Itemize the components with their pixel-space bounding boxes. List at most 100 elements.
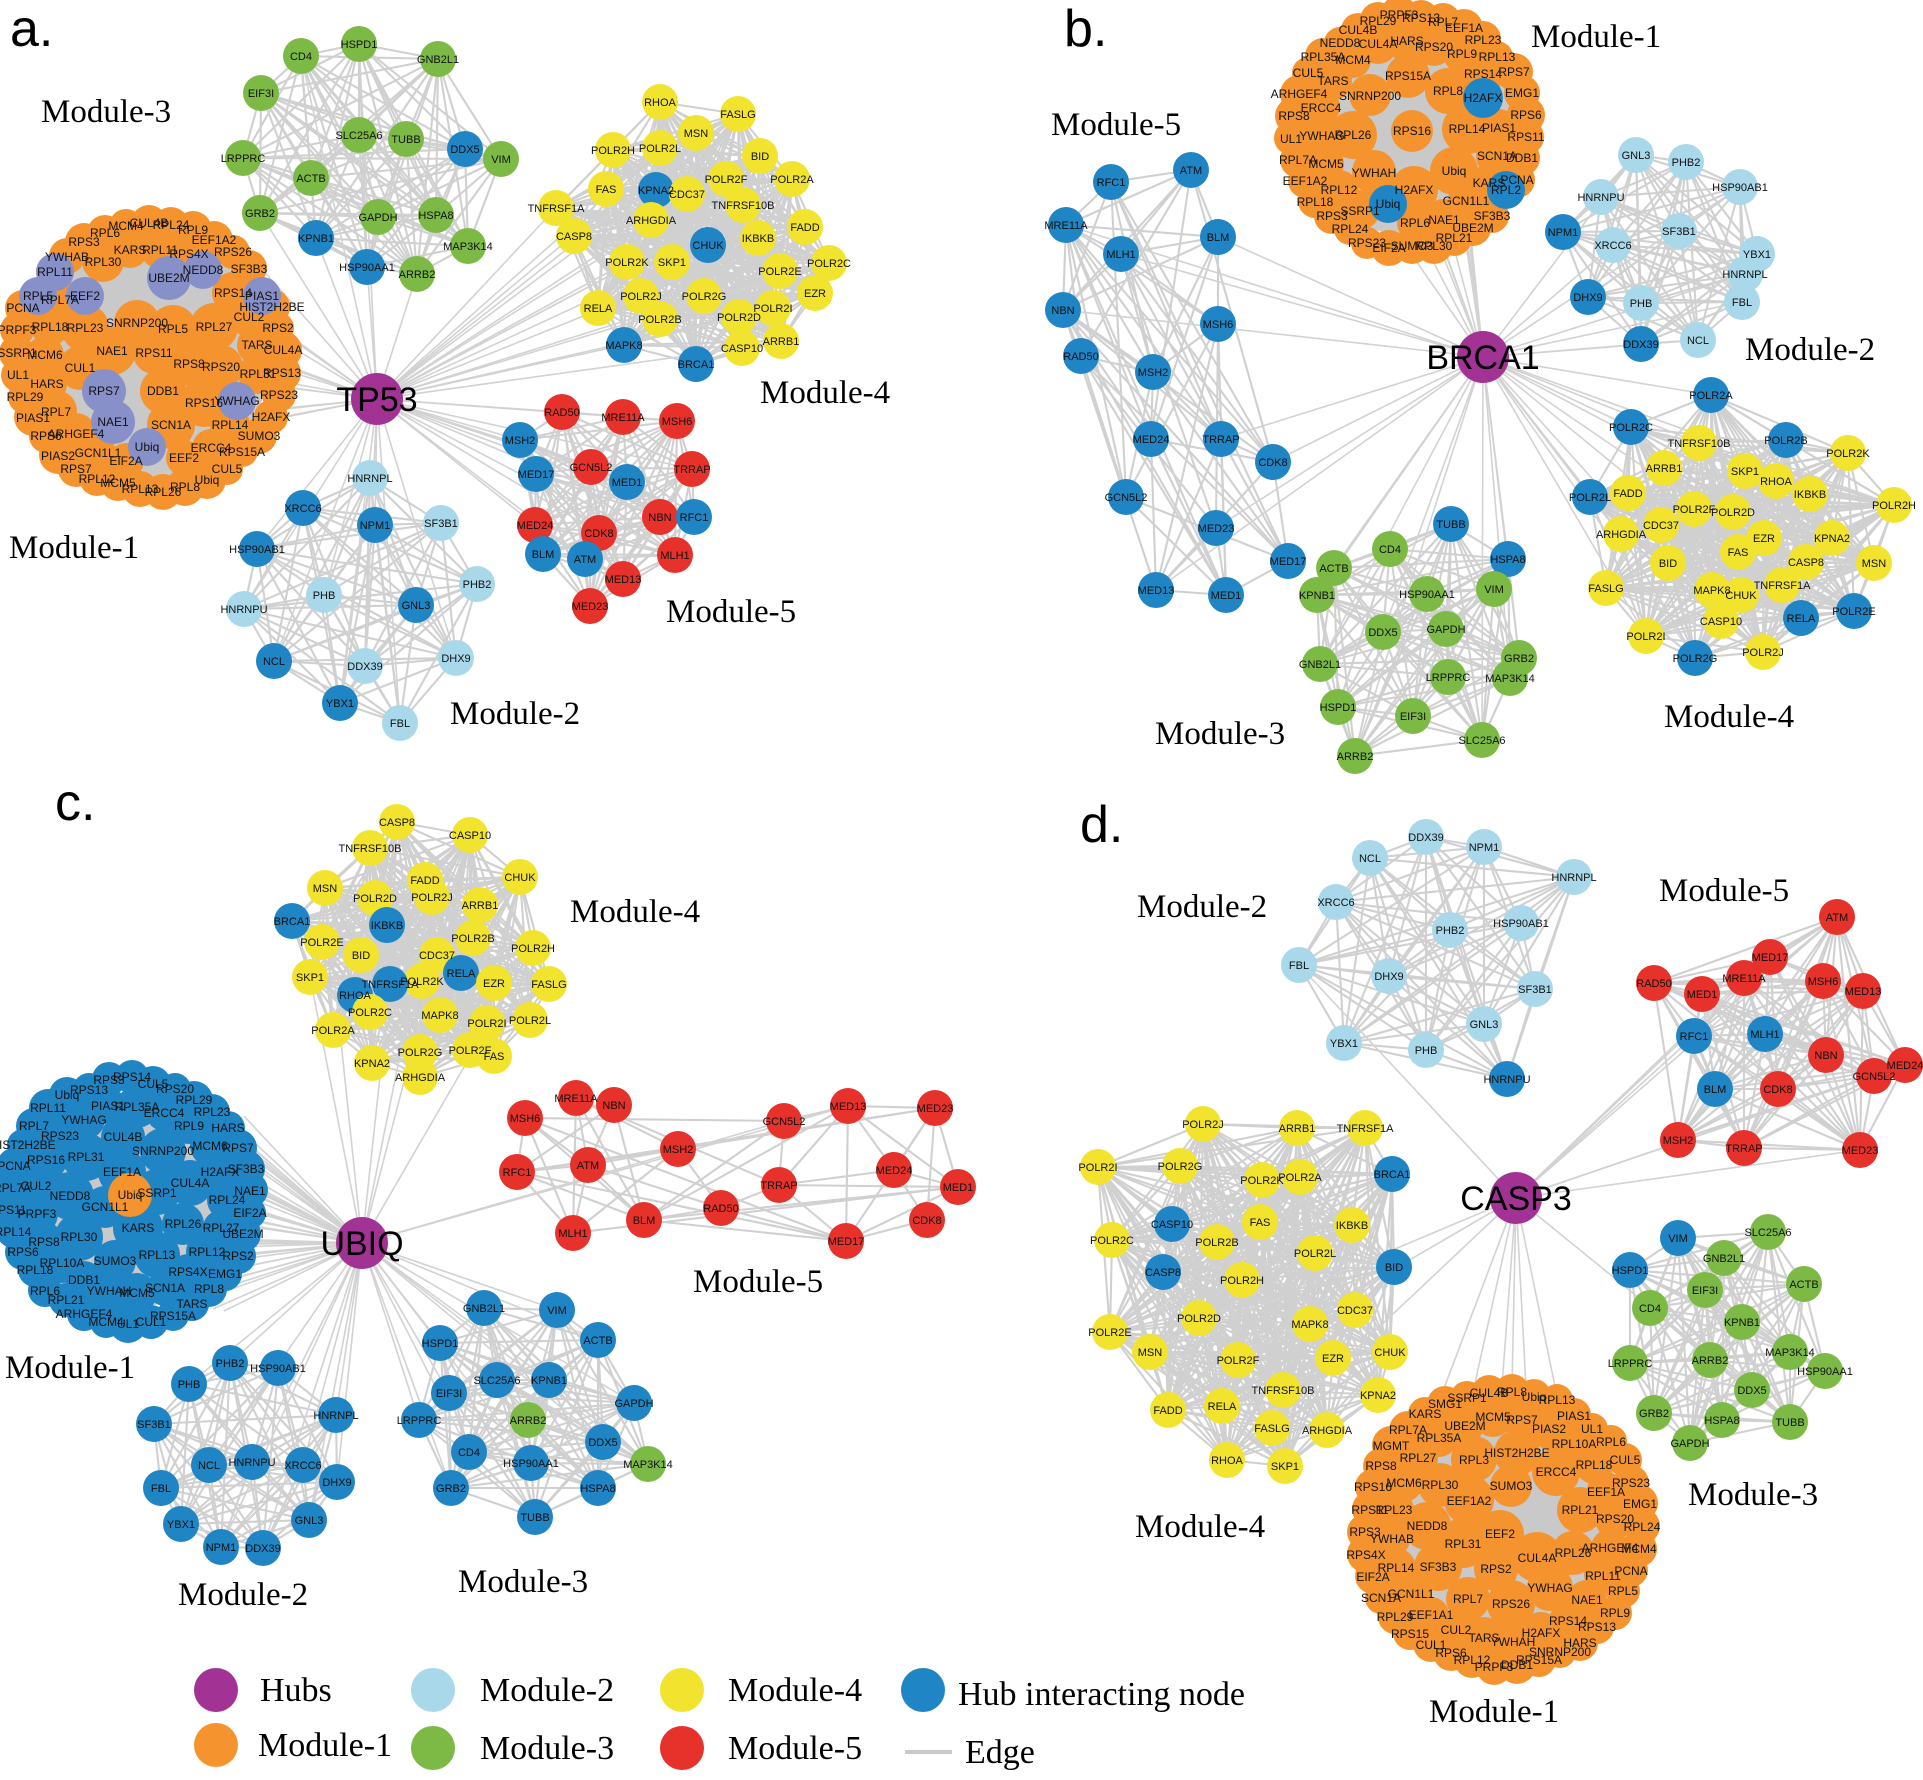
svg-text:SSRP1: SSRP1 — [1340, 204, 1380, 218]
svg-text:RFC1: RFC1 — [680, 512, 709, 524]
svg-text:RPL6: RPL6 — [30, 1284, 60, 1298]
svg-text:RPL11: RPL11 — [1585, 1569, 1621, 1583]
svg-text:ARHGDIA: ARHGDIA — [626, 215, 677, 227]
svg-text:SKP1: SKP1 — [1731, 466, 1759, 478]
svg-text:POLR2D: POLR2D — [353, 893, 397, 905]
svg-text:Module-1: Module-1 — [5, 1350, 135, 1386]
svg-text:POLR2C: POLR2C — [1090, 1235, 1134, 1247]
svg-text:GCN1L1: GCN1L1 — [1388, 1587, 1435, 1601]
svg-text:MRE11A: MRE11A — [1722, 973, 1766, 985]
svg-text:HSPA8: HSPA8 — [1490, 554, 1525, 566]
svg-text:Module-4: Module-4 — [728, 1672, 862, 1709]
svg-text:RPL6: RPL6 — [1596, 1435, 1626, 1449]
svg-text:MED17: MED17 — [1270, 556, 1307, 568]
svg-text:MED13: MED13 — [830, 1101, 867, 1113]
svg-text:PCNA: PCNA — [6, 301, 39, 315]
svg-text:DDX39: DDX39 — [1623, 339, 1658, 351]
svg-text:RPL14: RPL14 — [1378, 1561, 1415, 1575]
svg-text:PIAS1: PIAS1 — [245, 289, 279, 303]
svg-text:Module-1: Module-1 — [258, 1727, 392, 1764]
svg-text:POLR2A: POLR2A — [1278, 1172, 1322, 1184]
svg-text:SF3B3: SF3B3 — [231, 262, 268, 276]
svg-text:MED24: MED24 — [1133, 434, 1170, 446]
svg-text:ARHGEF4: ARHGEF4 — [1271, 87, 1328, 101]
svg-text:RPS26: RPS26 — [214, 245, 252, 259]
svg-text:ERCC4: ERCC4 — [1536, 1465, 1577, 1479]
svg-text:CASP8: CASP8 — [1145, 1267, 1181, 1279]
svg-text:XRCC6: XRCC6 — [1317, 897, 1354, 909]
svg-text:RPS8: RPS8 — [173, 357, 205, 371]
svg-text:BRCA1: BRCA1 — [274, 916, 311, 928]
svg-text:Module-3: Module-3 — [1155, 716, 1285, 752]
svg-text:EEF2: EEF2 — [169, 451, 199, 465]
svg-text:PRPF3: PRPF3 — [18, 1207, 57, 1221]
svg-text:RPL14: RPL14 — [212, 418, 249, 432]
svg-text:GNL3: GNL3 — [1622, 150, 1651, 162]
svg-text:RPL2: RPL2 — [1491, 183, 1521, 197]
svg-text:EEF1A1: EEF1A1 — [1409, 1608, 1454, 1622]
svg-text:Hub interacting node: Hub interacting node — [958, 1676, 1245, 1713]
svg-text:HSP90AB1: HSP90AB1 — [1493, 918, 1549, 930]
svg-text:RPL24: RPL24 — [1332, 222, 1369, 236]
svg-text:RPL12: RPL12 — [1321, 183, 1358, 197]
svg-text:MRE11A: MRE11A — [601, 412, 645, 424]
svg-text:BLM: BLM — [1704, 1084, 1727, 1096]
svg-text:MED24: MED24 — [517, 520, 554, 532]
svg-text:MSH6: MSH6 — [1203, 319, 1234, 331]
svg-text:ATM: ATM — [577, 1160, 599, 1172]
svg-text:POLR2C: POLR2C — [807, 258, 851, 270]
svg-text:SSRP1: SSRP1 — [137, 1186, 177, 1200]
svg-text:POLR2F: POLR2F — [1673, 504, 1716, 516]
svg-text:RPS23: RPS23 — [260, 388, 298, 402]
svg-text:GCN5L2: GCN5L2 — [763, 1116, 806, 1128]
svg-text:RPL5: RPL5 — [158, 322, 188, 336]
svg-text:PIAS2: PIAS2 — [41, 449, 75, 463]
svg-text:BRCA1: BRCA1 — [678, 359, 715, 371]
svg-text:TNFRSF10B: TNFRSF10B — [1252, 1385, 1315, 1397]
svg-text:RPL9: RPL9 — [1600, 1606, 1630, 1620]
svg-text:HNRNPU: HNRNPU — [1577, 192, 1624, 204]
svg-text:GNB2L1: GNB2L1 — [417, 54, 459, 66]
svg-text:RPS11: RPS11 — [135, 346, 172, 360]
svg-text:POLR2E: POLR2E — [758, 266, 801, 278]
svg-text:HARS: HARS — [30, 377, 63, 391]
svg-text:GNL3: GNL3 — [402, 600, 431, 612]
svg-text:IKBKB: IKBKB — [371, 920, 403, 932]
svg-text:POLR2D: POLR2D — [717, 312, 761, 324]
svg-text:CDK8: CDK8 — [912, 1215, 941, 1227]
svg-text:KPNB1: KPNB1 — [531, 1375, 567, 1387]
svg-text:POLR2A: POLR2A — [1689, 390, 1733, 402]
svg-text:GNB2L1: GNB2L1 — [1703, 1253, 1745, 1265]
svg-text:IKBKB: IKBKB — [1794, 489, 1826, 501]
svg-text:EIF3I: EIF3I — [1400, 711, 1426, 723]
svg-text:LRPPRC: LRPPRC — [1608, 1358, 1653, 1370]
svg-text:CUL2: CUL2 — [234, 310, 265, 324]
svg-text:EMG1: EMG1 — [208, 1267, 242, 1281]
svg-text:CASP10: CASP10 — [1151, 1219, 1193, 1231]
svg-text:RPS6: RPS6 — [1510, 108, 1542, 122]
svg-text:Module-3: Module-3 — [41, 94, 171, 130]
svg-text:MCM4: MCM4 — [1335, 53, 1371, 67]
svg-text:CDK8: CDK8 — [1763, 1084, 1792, 1096]
svg-text:NPM1: NPM1 — [1548, 227, 1579, 239]
svg-text:TNFRSF1A: TNFRSF1A — [1337, 1123, 1395, 1135]
svg-text:TNFRSF10B: TNFRSF10B — [712, 200, 775, 212]
svg-text:RPL30: RPL30 — [61, 1230, 98, 1244]
svg-text:CDC37: CDC37 — [1643, 520, 1679, 532]
svg-text:EZR: EZR — [1753, 533, 1775, 545]
svg-text:SKP1: SKP1 — [296, 972, 324, 984]
svg-text:RPL9: RPL9 — [174, 1119, 204, 1133]
svg-text:TNFRSF1A: TNFRSF1A — [528, 203, 586, 215]
svg-text:GAPDH: GAPDH — [614, 1398, 653, 1410]
svg-text:RAD50: RAD50 — [1636, 978, 1671, 990]
svg-text:PHB2: PHB2 — [216, 1358, 245, 1370]
svg-text:MAP3K14: MAP3K14 — [1485, 673, 1535, 685]
svg-text:GCN1L1: GCN1L1 — [75, 446, 122, 460]
svg-text:RPL26: RPL26 — [1555, 1546, 1592, 1560]
svg-text:MSN: MSN — [1862, 558, 1887, 570]
svg-text:KPNA2: KPNA2 — [1814, 533, 1850, 545]
svg-text:POLR2C: POLR2C — [1609, 422, 1653, 434]
svg-text:c.: c. — [55, 774, 95, 832]
svg-text:RHOA: RHOA — [644, 97, 676, 109]
svg-text:RPS16: RPS16 — [27, 1153, 65, 1167]
